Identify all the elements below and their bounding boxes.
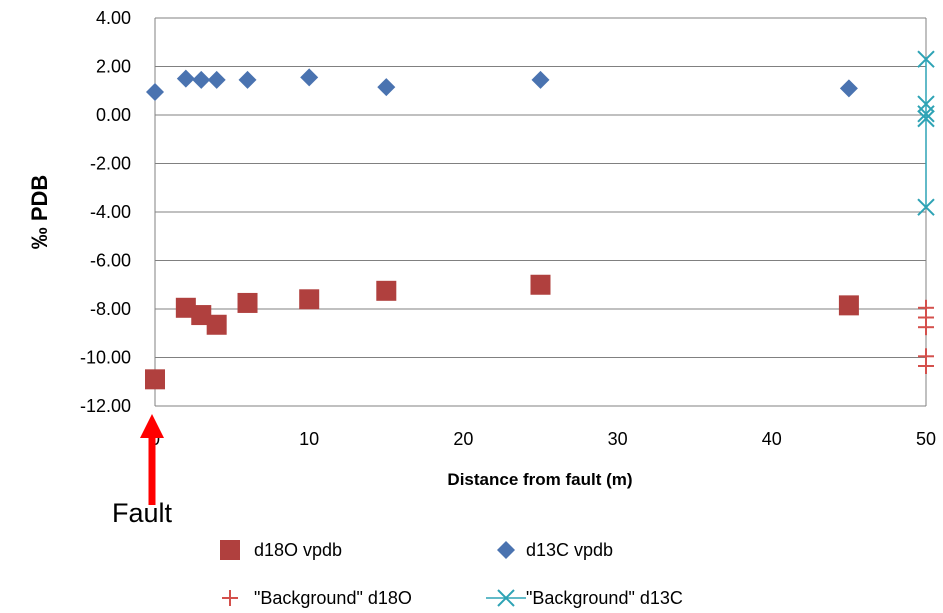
legend-marker <box>220 540 240 560</box>
data-point <box>207 70 226 89</box>
data-point <box>238 70 257 89</box>
data-point <box>192 70 211 89</box>
legend-item: "Background" d18O <box>222 588 412 608</box>
legend-item: "Background" d13C <box>486 588 683 608</box>
fault-label: Fault <box>112 498 173 528</box>
data-point <box>530 274 551 295</box>
data-point <box>237 292 258 313</box>
legend-label: d13C vpdb <box>526 540 613 560</box>
y-tick-label: -6.00 <box>90 251 131 271</box>
y-tick-label: 0.00 <box>96 105 131 125</box>
legend-label: d18O vpdb <box>254 540 342 560</box>
data-point <box>917 50 935 68</box>
y-tick-label: 4.00 <box>96 8 131 28</box>
y-tick-label: -12.00 <box>80 396 131 416</box>
data-point <box>376 280 397 301</box>
y-tick-label: 2.00 <box>96 57 131 77</box>
y-tick-labels: -12.00 -10.00 -8.00 -6.00 -4.00 -2.00 0.00 2.00… <box>80 8 131 416</box>
legend-marker <box>497 541 515 559</box>
legend-marker <box>497 589 515 607</box>
data-point <box>300 68 319 87</box>
data-points <box>145 50 935 390</box>
data-point <box>839 79 858 98</box>
data-point <box>176 69 195 88</box>
x-tick-label: 30 <box>608 429 628 449</box>
data-point <box>918 319 934 336</box>
data-point <box>917 109 935 128</box>
data-point <box>299 289 320 310</box>
data-point <box>918 357 934 374</box>
gridlines <box>155 17 926 407</box>
legend-label: "Background" d13C <box>526 588 683 608</box>
data-point <box>531 70 550 89</box>
legend-marker <box>222 590 238 606</box>
data-point <box>917 198 935 216</box>
data-point <box>838 295 859 316</box>
data-point <box>175 297 196 318</box>
legend: d18O vpdb d13C vpdb "Background" d18O "Back… <box>220 540 683 608</box>
x-tick-label: 10 <box>299 429 319 449</box>
data-point <box>206 314 227 335</box>
legend-item: d13C vpdb <box>497 540 613 560</box>
data-point <box>145 369 165 390</box>
y-tick-label: -8.00 <box>90 299 131 319</box>
data-point <box>146 82 164 101</box>
x-tick-label: 20 <box>453 429 473 449</box>
data-point <box>191 305 212 326</box>
x-axis-title: Distance from fault (m) <box>447 470 632 489</box>
y-tick-label: -4.00 <box>90 202 131 222</box>
x-tick-label: 50 <box>916 429 936 449</box>
data-point <box>917 105 935 123</box>
y-axis-title: ‰ PDB <box>27 175 52 250</box>
fault-arrow-head <box>140 414 164 438</box>
data-point <box>377 78 396 97</box>
y-tick-label: -2.00 <box>90 154 131 174</box>
legend-item: d18O vpdb <box>220 540 342 560</box>
fault-annotation: Fault <box>112 414 173 528</box>
y-tick-label: -10.00 <box>80 348 131 368</box>
legend-label: "Background" d18O <box>254 588 412 608</box>
x-tick-label: 40 <box>762 429 782 449</box>
